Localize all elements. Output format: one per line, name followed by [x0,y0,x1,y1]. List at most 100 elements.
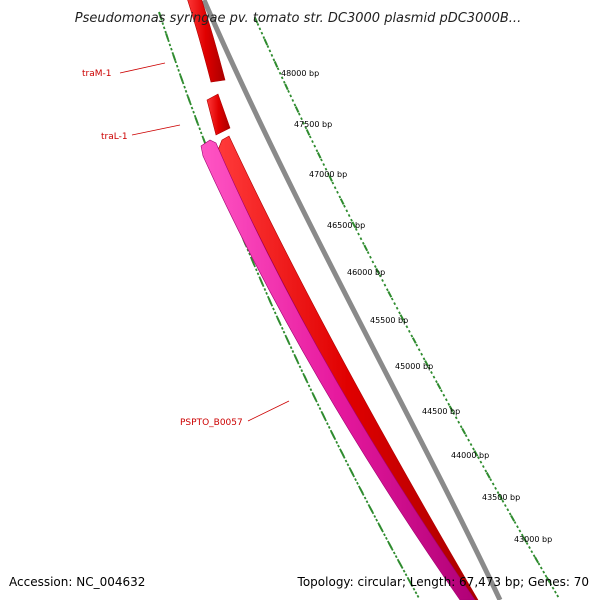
scale-tick [198,127,201,131]
scale-tick [259,278,264,285]
scale-tick [268,49,272,53]
scale-tick [371,260,375,264]
scale-tick [554,590,557,594]
scale-tick [399,314,405,321]
scale-tick [373,514,377,518]
scale-tick [316,403,320,407]
scale-tick [321,412,327,420]
scale-tick [303,374,308,382]
scale-tick [350,218,353,222]
scale-tick [410,334,414,338]
scale-tick [416,594,420,598]
scale-tick [160,17,163,21]
scale-tick [427,366,431,370]
scale-tick [266,45,270,48]
scale-tick [322,163,326,167]
scale-tick [522,536,528,543]
scale-tick [333,186,337,190]
scale-tick [537,562,541,566]
scale-tick [294,106,300,113]
scale-tick [464,434,468,438]
scale-tick [525,541,529,545]
scale-tick [333,437,337,441]
scale-tick [174,60,177,64]
scale-tick [473,450,479,457]
scale-tick [272,58,276,62]
scale-tick [395,306,399,310]
scale-tick [405,325,409,329]
scale-tick [194,117,199,124]
tick-label: 45000 bp [395,362,433,371]
scale-tick [167,39,170,43]
scale-tick [335,440,339,444]
scale-tick [447,402,451,406]
tick-label: 43000 bp [514,535,552,544]
scale-tick [282,330,286,334]
scale-tick [504,504,507,508]
scale-tick [516,525,519,529]
scale-tick [312,393,317,401]
scale-tick [513,521,517,524]
scale-tick [383,533,386,537]
scale-tick [311,392,315,395]
scale-tick [424,360,429,367]
scale-tick [539,566,543,570]
gene-arrow-traM-1[interactable] [186,0,226,83]
scale-tick [183,85,186,89]
gene-label-PSPTO_B0057[interactable]: PSPTO_B0057 [180,418,243,428]
scale-tick [327,425,331,429]
scale-tick [390,547,394,551]
backbone-strand [201,0,503,600]
scale-tick [363,244,369,252]
scale-tick [417,348,421,352]
scale-tick [294,355,299,363]
scale-tick [394,555,398,559]
scale-tick [435,380,438,384]
gene-arrow-PSPTO_B0057[interactable] [200,139,476,600]
scale-tick [340,450,345,457]
scale-tick [348,466,352,470]
scale-tick [287,342,291,346]
scale-tick [494,486,497,490]
scale-tick [381,278,384,282]
scale-tick [366,251,370,255]
scale-tick [158,11,162,19]
scale-tick [491,482,495,486]
scale-tick [506,508,510,512]
gene-arrow-traL-1[interactable] [206,93,231,136]
scale-tick [190,106,194,110]
scale-tick [339,198,345,205]
scale-tick [326,422,329,426]
scale-tick [297,112,301,116]
scale-tick [403,320,406,324]
scale-tick [542,570,546,574]
scale-tick [285,336,290,344]
gene-arrow-large-red[interactable] [217,135,479,600]
scale-tick [342,455,346,459]
scale-tick [385,536,388,540]
scale-tick [248,252,251,256]
scale-tick [414,591,418,595]
scale-tick [162,26,166,30]
scale-tick [477,456,480,460]
scale-tick [346,463,350,467]
scale-tick [302,121,306,125]
gene-label-traM-1[interactable]: traM-1 [82,69,111,79]
scale-ring-outer [253,16,560,598]
scale-tick [308,135,312,139]
scale-tick [164,30,167,34]
scale-tick [367,503,371,507]
scale-tick [411,337,417,344]
leader-line [131,124,181,136]
scale-tick [311,140,314,143]
gene-label-traL-1[interactable]: traL-1 [101,132,128,142]
scale-tick [461,427,467,435]
scale-tick [302,372,305,376]
scale-tick [331,181,335,185]
scale-tick [304,126,308,130]
scale-tick [530,550,534,554]
scale-tick [273,311,277,315]
scale-tick [184,89,188,93]
scale-tick [378,524,383,531]
scale-tick [263,38,269,46]
